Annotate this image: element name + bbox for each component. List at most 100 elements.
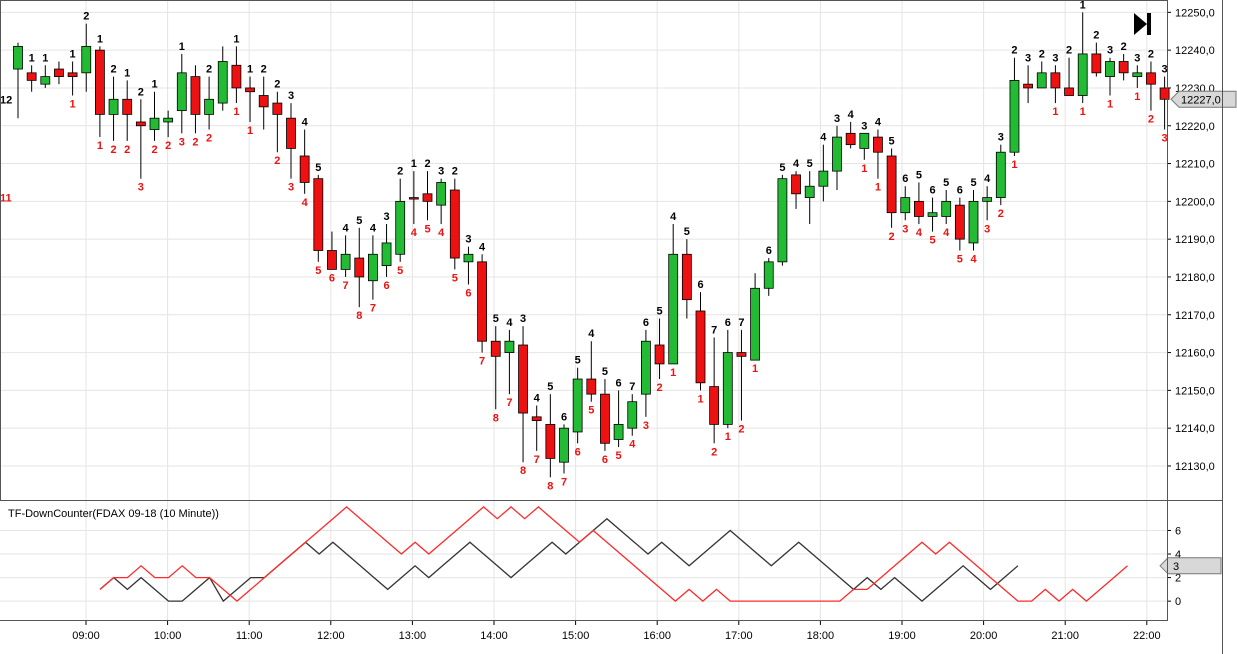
y-tick-label: 12150,0 bbox=[1175, 385, 1215, 397]
candle-body bbox=[408, 197, 419, 200]
down-count-label: 8 bbox=[520, 465, 526, 477]
up-count-label: 5 bbox=[779, 162, 785, 174]
candle-body bbox=[586, 378, 597, 395]
candle bbox=[559, 424, 569, 474]
down-count-label: 1 bbox=[97, 140, 103, 152]
candle bbox=[531, 405, 542, 451]
candle-body bbox=[1009, 79, 1020, 153]
candle-body bbox=[1036, 72, 1047, 89]
candle-series bbox=[13, 12, 1170, 478]
candle-body bbox=[886, 155, 897, 214]
x-tick-label: 19:00 bbox=[888, 630, 916, 642]
down-count-label: 2 bbox=[1148, 114, 1154, 126]
x-tick-label: 22:00 bbox=[1133, 630, 1161, 642]
candle-body bbox=[859, 132, 870, 149]
indicator-value-label: 3 bbox=[1173, 561, 1179, 573]
candle-body bbox=[627, 401, 638, 429]
candle bbox=[477, 254, 488, 353]
candle-body bbox=[736, 352, 747, 357]
candle-body bbox=[463, 253, 474, 263]
candle bbox=[258, 76, 269, 130]
up-count-label: 6 bbox=[957, 185, 963, 197]
candle bbox=[968, 190, 979, 251]
down-count-label: 2 bbox=[274, 155, 280, 167]
down-count-label: 4 bbox=[302, 197, 309, 209]
candle bbox=[340, 235, 351, 277]
candle-body bbox=[108, 98, 119, 115]
candle bbox=[914, 182, 924, 225]
indicator-value-marker bbox=[1159, 557, 1222, 575]
candle-body bbox=[81, 45, 92, 74]
candle bbox=[231, 46, 242, 104]
down-count-label: 2 bbox=[110, 144, 116, 156]
candle bbox=[1064, 57, 1074, 96]
up-count-label: 3 bbox=[288, 90, 294, 102]
candle bbox=[927, 197, 938, 232]
y-tick-label: 12130,0 bbox=[1175, 461, 1215, 473]
up-count-label: 5 bbox=[943, 177, 949, 189]
up-count-label: 2 bbox=[1093, 30, 1099, 42]
candle bbox=[135, 99, 146, 179]
down-count-label: 5 bbox=[315, 265, 321, 277]
up-count-label: 5 bbox=[356, 215, 362, 227]
y-tick-label: 12140,0 bbox=[1175, 423, 1215, 435]
up-count-label: 3 bbox=[383, 211, 389, 223]
candle bbox=[572, 367, 583, 444]
up-count-label: 4 bbox=[848, 109, 855, 121]
candle bbox=[245, 76, 255, 122]
indicator-title: TF-DownCounter(FDAX 09-18 (10 Minute)) bbox=[8, 508, 219, 520]
up-count-label: 1 bbox=[247, 64, 253, 76]
candle-body bbox=[681, 253, 692, 301]
candle bbox=[818, 144, 829, 202]
down-count-label: 4 bbox=[943, 227, 950, 239]
down-count-label: 3 bbox=[902, 223, 908, 235]
up-count-label: 7 bbox=[629, 381, 635, 393]
edge-label: 12 bbox=[0, 94, 12, 106]
up-count-label: 1 bbox=[151, 79, 157, 91]
up-count-label: 3 bbox=[1025, 52, 1031, 64]
candle-body bbox=[668, 253, 679, 365]
candle-body bbox=[545, 423, 556, 459]
candle bbox=[81, 23, 92, 92]
candle-body bbox=[954, 204, 965, 240]
candle bbox=[13, 42, 23, 119]
x-tick-label: 11:00 bbox=[236, 630, 263, 642]
y-tick-label: 12210,0 bbox=[1175, 159, 1215, 171]
candle-body bbox=[231, 64, 242, 89]
candle bbox=[395, 178, 406, 262]
down-count-label: 1 bbox=[1107, 99, 1113, 111]
candle bbox=[668, 224, 679, 365]
down-count-label: 7 bbox=[561, 477, 567, 489]
down-count-label: 7 bbox=[534, 454, 540, 466]
candle-body bbox=[40, 76, 51, 85]
axes: 09:00 10:00 11:00 12:00 13:00 14:00 15:00 16:00… bbox=[72, 7, 1237, 642]
candle-body bbox=[190, 76, 201, 115]
candle-body bbox=[13, 45, 23, 70]
down-count-label: 6 bbox=[465, 288, 471, 300]
down-count-label: 7 bbox=[370, 303, 376, 315]
candle-body bbox=[763, 261, 774, 289]
scroll-to-end-icon[interactable] bbox=[1134, 13, 1151, 35]
candle-body bbox=[995, 151, 1006, 198]
x-tick-label: 09:00 bbox=[72, 630, 100, 642]
candle bbox=[463, 246, 474, 285]
candle-body bbox=[1105, 61, 1115, 78]
candle-body bbox=[95, 49, 105, 115]
candle bbox=[108, 76, 119, 141]
candle-body bbox=[26, 72, 37, 81]
indicator-lines bbox=[99, 506, 1128, 603]
x-tick-label: 18:00 bbox=[807, 630, 835, 642]
candle-body bbox=[709, 386, 720, 425]
down-count-label: 1 bbox=[1011, 159, 1017, 171]
candle-body bbox=[272, 102, 283, 115]
candle bbox=[504, 329, 515, 395]
up-count-label: 3 bbox=[998, 132, 1004, 144]
down-count-label: 1 bbox=[752, 363, 758, 375]
candle bbox=[600, 379, 610, 451]
candle bbox=[1118, 53, 1129, 81]
candle bbox=[736, 329, 747, 421]
y-tick-label: 12190,0 bbox=[1175, 234, 1215, 246]
down-count-label: 2 bbox=[656, 382, 662, 394]
up-count-label: 1 bbox=[179, 41, 185, 53]
